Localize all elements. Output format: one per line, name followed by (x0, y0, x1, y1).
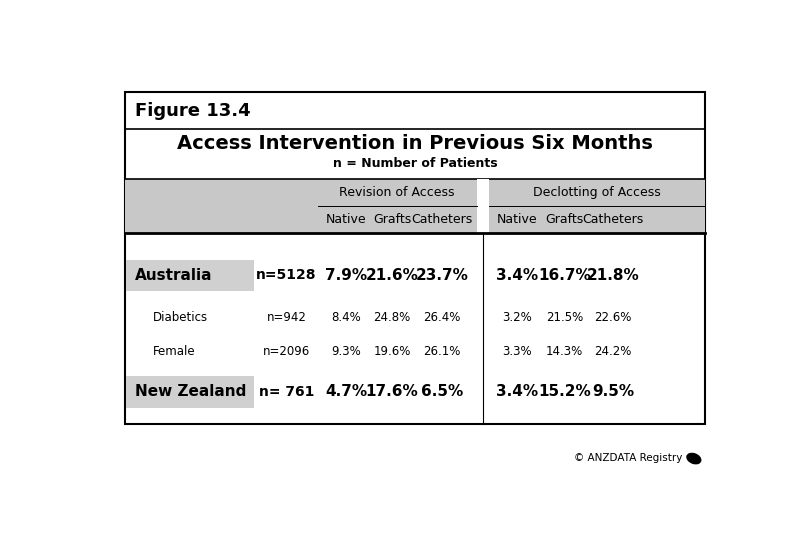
Text: 21.5%: 21.5% (546, 311, 583, 324)
Text: 21.8%: 21.8% (586, 268, 639, 283)
Bar (476, 179, 489, 233)
Text: 23.7%: 23.7% (416, 268, 468, 283)
Text: 3.4%: 3.4% (497, 384, 539, 400)
Text: Native: Native (326, 213, 366, 226)
Text: 3.4%: 3.4% (497, 268, 539, 283)
Text: Catheters: Catheters (582, 213, 643, 226)
Text: Revision of Access: Revision of Access (339, 186, 455, 199)
Text: 6.5%: 6.5% (421, 384, 463, 400)
Ellipse shape (686, 453, 701, 464)
Text: n=5128: n=5128 (256, 268, 317, 282)
Text: 9.3%: 9.3% (331, 345, 361, 358)
Text: 17.6%: 17.6% (365, 384, 418, 400)
Bar (126, 260, 254, 291)
Text: Grafts: Grafts (545, 213, 584, 226)
Text: 16.7%: 16.7% (538, 268, 591, 283)
Text: © ANZDATA Registry: © ANZDATA Registry (573, 453, 682, 463)
Text: 14.3%: 14.3% (546, 345, 583, 358)
Text: 19.6%: 19.6% (373, 345, 411, 358)
Text: 24.8%: 24.8% (373, 311, 411, 324)
Text: 4.7%: 4.7% (325, 384, 367, 400)
Text: Diabetics: Diabetics (153, 311, 208, 324)
Text: 26.4%: 26.4% (424, 311, 461, 324)
Text: New Zealand: New Zealand (134, 384, 246, 400)
Text: 3.2%: 3.2% (502, 311, 532, 324)
Text: n=2096: n=2096 (262, 345, 310, 358)
Text: 21.6%: 21.6% (365, 268, 418, 283)
Text: Figure 13.4: Figure 13.4 (134, 102, 250, 119)
Text: Catheters: Catheters (411, 213, 473, 226)
Text: 7.9%: 7.9% (325, 268, 367, 283)
Text: Female: Female (153, 345, 196, 358)
Bar (125, 92, 706, 424)
Text: Access Intervention in Previous Six Months: Access Intervention in Previous Six Mont… (177, 134, 653, 153)
Text: Declotting of Access: Declotting of Access (533, 186, 661, 199)
Text: Native: Native (497, 213, 538, 226)
Text: 9.5%: 9.5% (592, 384, 634, 400)
Text: 26.1%: 26.1% (424, 345, 461, 358)
Bar (476, 179, 489, 206)
Text: 15.2%: 15.2% (538, 384, 591, 400)
Text: n = Number of Patients: n = Number of Patients (333, 157, 497, 170)
Bar (125, 179, 706, 233)
Text: 3.3%: 3.3% (503, 345, 532, 358)
Text: n= 761: n= 761 (258, 385, 314, 399)
Text: Grafts: Grafts (373, 213, 411, 226)
Bar (126, 376, 254, 408)
Text: 24.2%: 24.2% (595, 345, 632, 358)
Text: Australia: Australia (134, 268, 212, 283)
Text: n=942: n=942 (266, 311, 306, 324)
Text: 22.6%: 22.6% (595, 311, 632, 324)
Text: 8.4%: 8.4% (331, 311, 361, 324)
